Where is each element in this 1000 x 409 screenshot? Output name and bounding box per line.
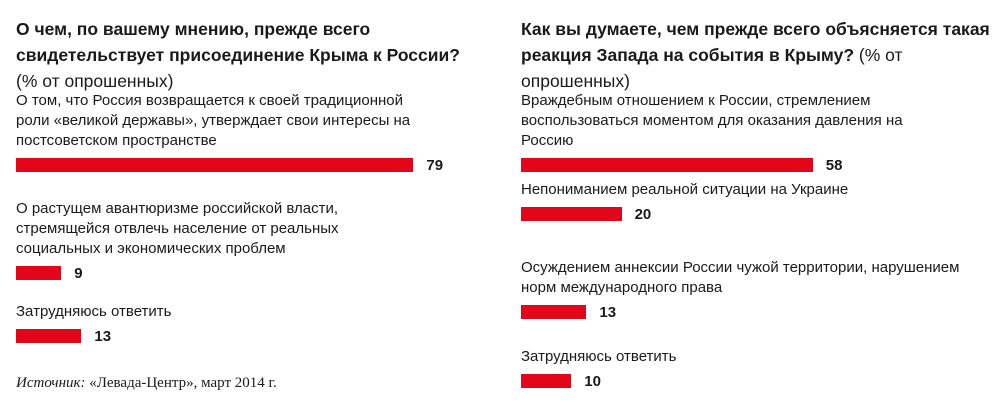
- category-label: Затрудняюсь ответить: [521, 348, 677, 365]
- chart-right-item-1: Враждебным отношением к России, стремлен…: [521, 91, 991, 175]
- chart-left-item-2: О растущем авантюризме российской власти…: [16, 199, 486, 283]
- chart-left-title-suffix: (% от опрошенных): [16, 71, 174, 91]
- data-label: 13: [94, 328, 112, 345]
- chart-left-item-3: Затрудняюсь ответить 13: [16, 302, 486, 346]
- chart-right: Как вы думаете, чем прежде всего объясня…: [521, 0, 991, 409]
- chart-right-item-4: Затрудняюсь ответить 10: [521, 347, 991, 391]
- data-label: 10: [584, 373, 601, 390]
- bar: [521, 374, 572, 388]
- bar: [16, 158, 414, 172]
- bar: [521, 305, 587, 319]
- category-label: Затрудняюсь ответить: [16, 303, 172, 320]
- bar: [521, 207, 622, 221]
- source-text: «Левада-Центр», март 2014 г.: [89, 375, 277, 391]
- bar: [521, 158, 813, 172]
- chart-right-title-suffix: (% от опрошенных): [521, 45, 903, 91]
- chart-left-title: О чем, по вашему мнению, прежде всего св…: [16, 16, 486, 94]
- category-label: О растущем авантюризме российской власти…: [16, 200, 339, 257]
- chart-right-title: Как вы думаете, чем прежде всего объясня…: [521, 16, 991, 94]
- data-label: 79: [426, 157, 444, 174]
- category-label: Непониманием реальной ситуации на Украин…: [521, 181, 849, 198]
- chart-left-item-1: О том, что Россия возвращается к своей т…: [16, 91, 486, 175]
- chart-left-title-text: О чем, по вашему мнению, прежде всего св…: [16, 19, 460, 65]
- source-label: Источник:: [16, 375, 86, 391]
- data-label: 13: [599, 304, 617, 321]
- chart-left: О чем, по вашему мнению, прежде всего св…: [16, 0, 486, 409]
- source-note: Источник: «Левада-Центр», март 2014 г.: [16, 375, 277, 392]
- data-label: 58: [825, 157, 843, 174]
- category-label: Осуждением аннексии России чужой террито…: [521, 259, 960, 296]
- bar: [16, 266, 62, 280]
- data-label: 9: [74, 265, 83, 282]
- category-label: Враждебным отношением к России, стремлен…: [521, 92, 903, 149]
- chart-right-title-text: Как вы думаете, чем прежде всего объясня…: [521, 19, 990, 65]
- category-label: О том, что Россия возвращается к своей т…: [16, 92, 411, 149]
- chart-right-item-2: Непониманием реальной ситуации на Украин…: [521, 180, 991, 224]
- chart-right-item-3: Осуждением аннексии России чужой террито…: [521, 258, 991, 322]
- bar: [16, 329, 82, 343]
- data-label: 20: [634, 206, 652, 223]
